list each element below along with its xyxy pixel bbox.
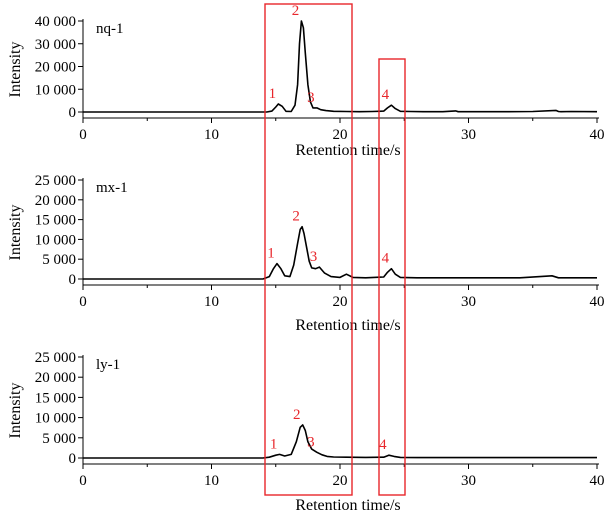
highlight-box-peak-4 bbox=[378, 58, 406, 496]
x-tick-label: 10 bbox=[204, 473, 219, 489]
x-tick-label: 0 bbox=[79, 127, 87, 143]
y-tick-label: 10 000 bbox=[35, 232, 76, 248]
y-tick-label: 0 bbox=[69, 272, 77, 288]
x-tick-label: 10 bbox=[204, 294, 219, 310]
y-tick-label: 20 000 bbox=[35, 60, 76, 76]
x-tick-label: 10 bbox=[204, 127, 219, 143]
y-tick-label: 0 bbox=[69, 105, 77, 121]
y-tick-label: 10 000 bbox=[35, 82, 76, 98]
panel-label: nq-1 bbox=[96, 21, 124, 37]
x-tick-label: 0 bbox=[79, 473, 87, 489]
x-tick-label: 20 bbox=[333, 294, 348, 310]
x-tick-label: 40 bbox=[590, 294, 605, 310]
y-tick-label: 20 000 bbox=[35, 193, 76, 209]
series-line bbox=[83, 225, 597, 280]
x-tick-label: 30 bbox=[461, 294, 476, 310]
panel-label: ly-1 bbox=[96, 357, 120, 373]
y-axis-title: Intensity bbox=[7, 383, 24, 439]
y-tick-label: 30 000 bbox=[35, 37, 76, 53]
y-tick-label: 5 000 bbox=[42, 431, 76, 447]
x-tick-label: 0 bbox=[79, 294, 87, 310]
y-tick-label: 10 000 bbox=[35, 411, 76, 427]
highlight-box-peaks-1-3 bbox=[264, 3, 353, 496]
peak-label: 3 bbox=[307, 434, 315, 450]
y-axis-title: Intensity bbox=[7, 42, 24, 98]
x-tick-label: 20 bbox=[333, 127, 348, 143]
peak-label: 2 bbox=[293, 407, 301, 423]
peak-label: 2 bbox=[292, 209, 300, 225]
y-tick-label: 40 000 bbox=[35, 14, 76, 30]
peak-label: 1 bbox=[267, 246, 275, 262]
y-tick-label: 5 000 bbox=[42, 252, 76, 268]
panel-label: mx-1 bbox=[96, 180, 128, 196]
y-tick-label: 15 000 bbox=[35, 390, 76, 406]
y-tick-label: 25 000 bbox=[35, 350, 76, 366]
peak-label: 2 bbox=[292, 3, 300, 19]
series-line bbox=[83, 20, 598, 113]
y-tick-label: 15 000 bbox=[35, 213, 76, 229]
peak-label: 3 bbox=[310, 249, 318, 265]
series-line bbox=[83, 424, 597, 459]
y-tick-label: 20 000 bbox=[35, 370, 76, 386]
x-tick-label: 20 bbox=[333, 473, 348, 489]
x-axis-title: Retention time/s bbox=[295, 497, 400, 514]
x-tick-label: 30 bbox=[461, 473, 476, 489]
peak-label: 3 bbox=[307, 90, 315, 106]
y-axis-title: Intensity bbox=[7, 205, 24, 261]
peak-label: 1 bbox=[269, 86, 277, 102]
peak-label: 1 bbox=[270, 436, 278, 452]
x-tick-label: 30 bbox=[461, 127, 476, 143]
x-tick-label: 40 bbox=[590, 127, 605, 143]
x-tick-label: 40 bbox=[590, 473, 605, 489]
y-tick-label: 25 000 bbox=[35, 173, 76, 189]
x-axis-title: Retention time/s bbox=[295, 142, 400, 159]
peak-label: 4 bbox=[379, 437, 387, 453]
x-axis-title: Retention time/s bbox=[295, 317, 400, 334]
peak-label: 4 bbox=[382, 251, 390, 267]
peak-label: 4 bbox=[382, 87, 390, 103]
y-tick-label: 0 bbox=[69, 451, 77, 467]
